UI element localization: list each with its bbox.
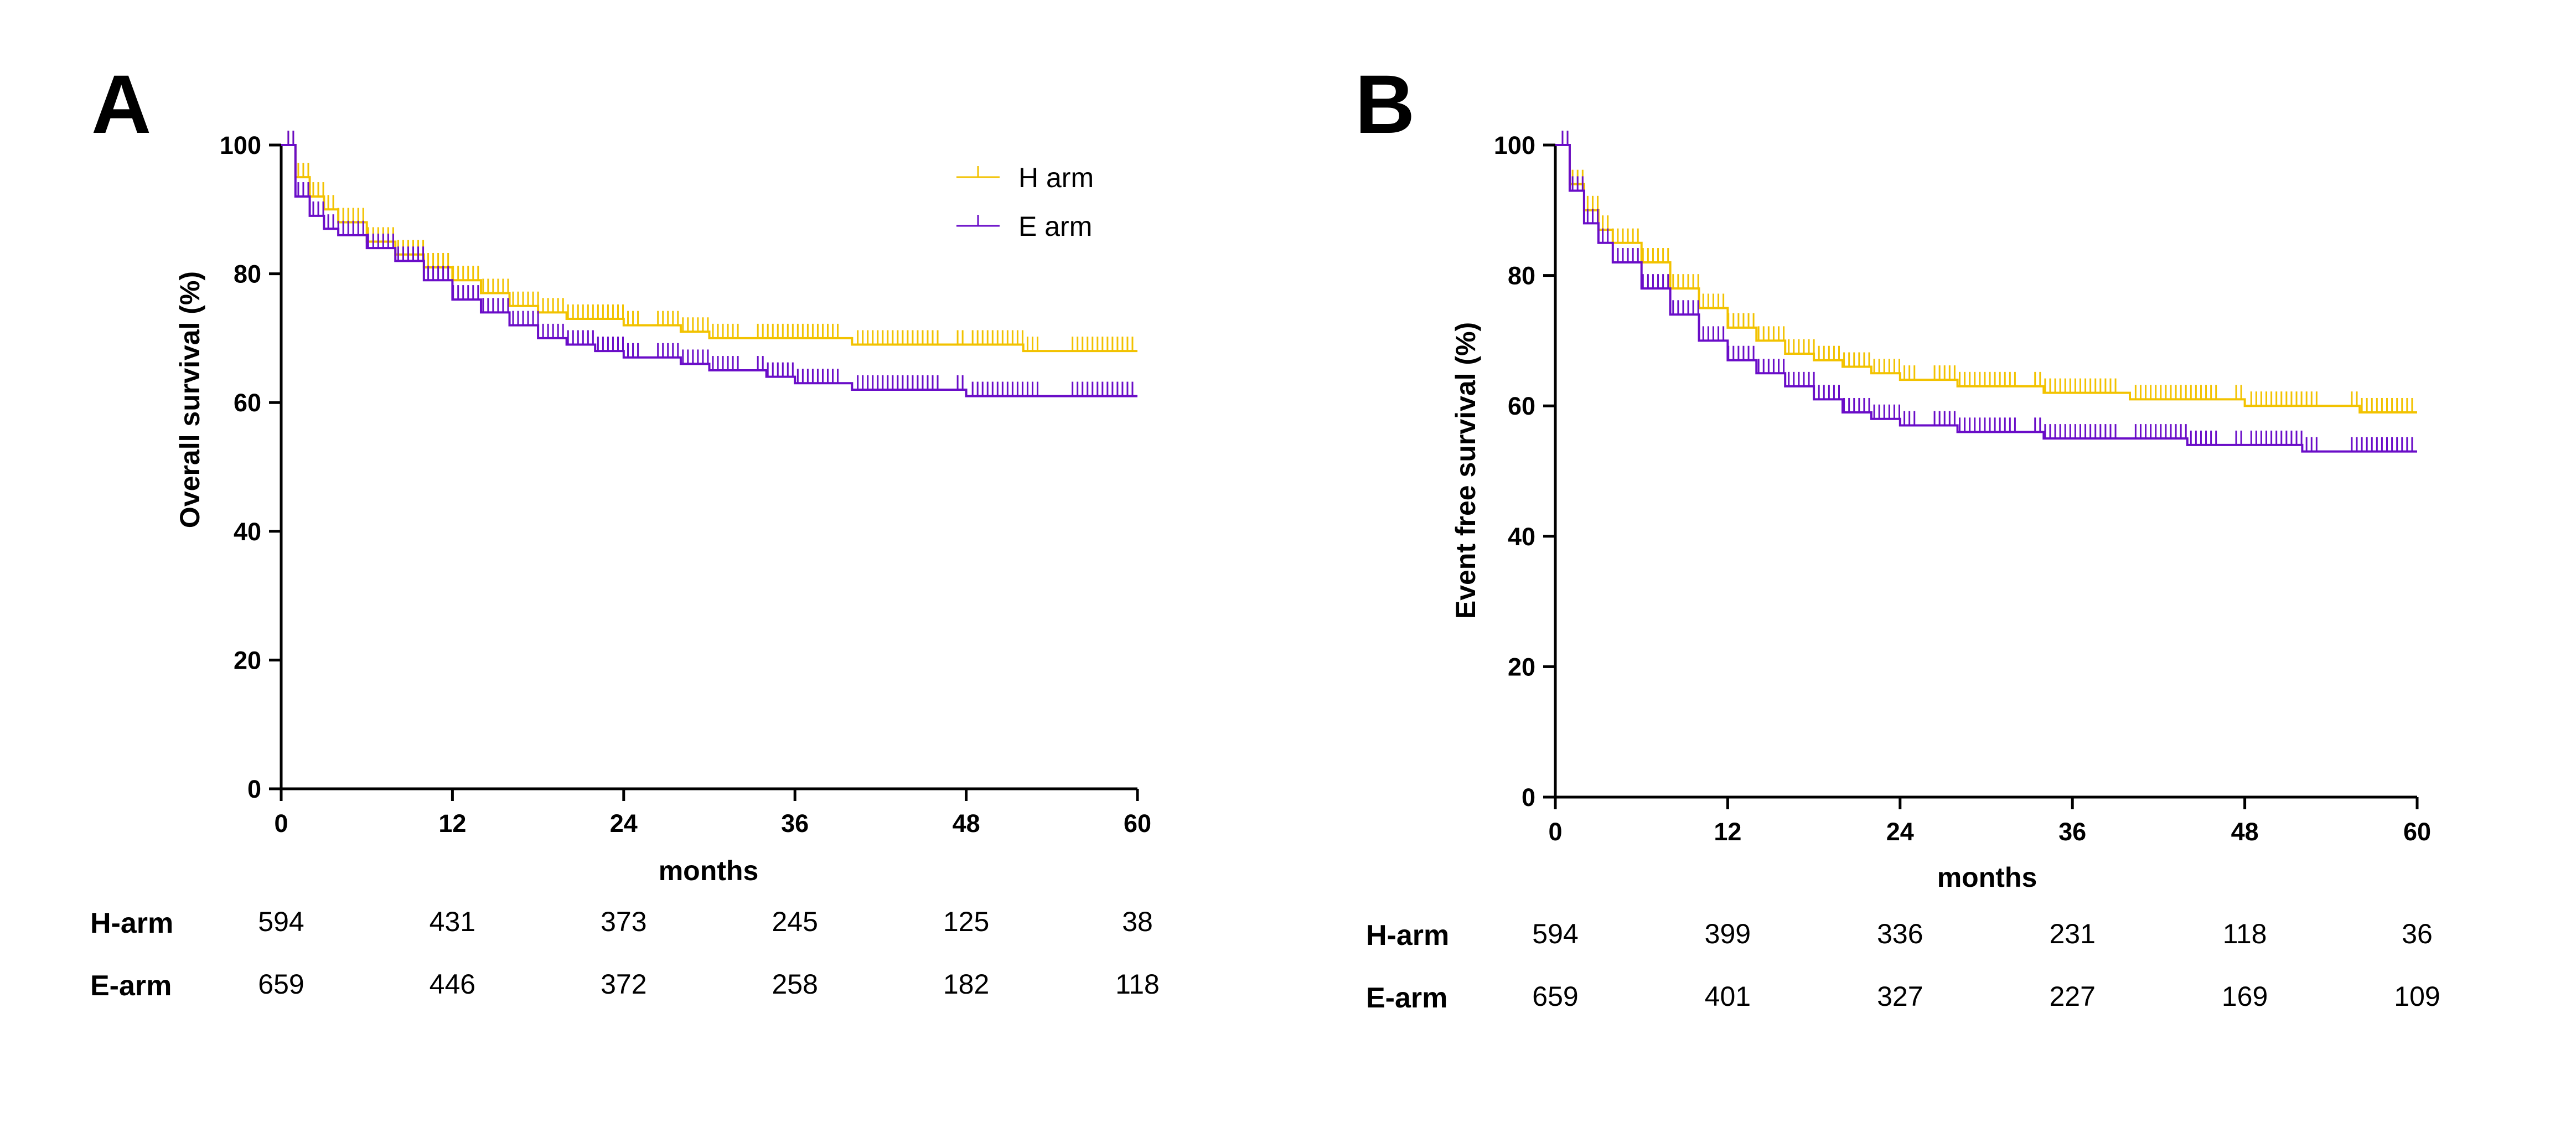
x-tick-label: 48 bbox=[2231, 818, 2259, 846]
y-tick-label: 80 bbox=[1508, 262, 1535, 290]
x-tick-label: 0 bbox=[274, 809, 288, 838]
y-tick-label: 40 bbox=[1508, 523, 1535, 551]
x-tick-label: 24 bbox=[610, 809, 638, 838]
x-tick-label: 0 bbox=[1548, 818, 1562, 846]
x-tick-label: 60 bbox=[2403, 818, 2431, 846]
h-arm-survival-curve bbox=[1555, 144, 2417, 413]
y-tick-label: 0 bbox=[1522, 783, 1535, 811]
x-tick-label: 12 bbox=[1714, 818, 1741, 846]
risk-count: 373 bbox=[601, 906, 646, 937]
legend: H arm E arm bbox=[956, 162, 1094, 242]
e-arm-censor-marks bbox=[287, 131, 1134, 396]
panel-a: A Overall survival (%) months 0 12 24 36 48 6… bbox=[90, 58, 1160, 1002]
x-tick-label: 36 bbox=[781, 809, 809, 838]
y-tick-label: 100 bbox=[1494, 131, 1535, 159]
panel-a-y-axis-title: Overall survival (%) bbox=[174, 271, 205, 528]
risk-count: 327 bbox=[1877, 981, 1923, 1012]
risk-count: 231 bbox=[2049, 918, 2095, 949]
risk-count: 399 bbox=[1705, 918, 1751, 949]
risk-count: 659 bbox=[258, 969, 304, 1000]
risk-count: 594 bbox=[258, 906, 304, 937]
h-arm-censor-marks bbox=[287, 131, 1134, 352]
x-tick-label: 60 bbox=[1124, 809, 1151, 838]
panel-a-risk-table: H-arm E-arm 594 431 373 245 125 38 659 446 372 2… bbox=[90, 906, 1160, 1002]
risk-count: 659 bbox=[1532, 981, 1578, 1012]
panel-b-y-axis-title: Event free survival (%) bbox=[1450, 322, 1481, 619]
y-tick-label: 60 bbox=[234, 389, 261, 417]
y-tick-label: 40 bbox=[234, 518, 261, 546]
h-arm-survival-curve bbox=[281, 144, 1137, 353]
y-tick-label: 0 bbox=[247, 775, 261, 803]
y-tick-label: 60 bbox=[1508, 392, 1535, 420]
y-tick-label: 20 bbox=[234, 646, 261, 674]
risk-count: 431 bbox=[430, 906, 475, 937]
panel-a-letter: A bbox=[91, 58, 151, 151]
panel-b: B Event free survival (%) months 0 12 24 36… bbox=[1355, 58, 2440, 1014]
e-arm-censor-marks bbox=[1561, 131, 2413, 452]
x-tick-label: 36 bbox=[2058, 818, 2086, 846]
panel-b-risk-table: H-arm E-arm 594 399 336 231 118 36 659 401 327 2… bbox=[1366, 918, 2440, 1014]
risk-count: 118 bbox=[2223, 918, 2267, 949]
panel-b-risk-row-e: 659 401 327 227 169 109 bbox=[1532, 981, 2440, 1012]
risk-count: 446 bbox=[430, 969, 475, 1000]
y-tick-label: 20 bbox=[1508, 653, 1535, 681]
y-tick-label: 100 bbox=[220, 131, 261, 159]
panel-a-risk-label-e: E-arm bbox=[90, 970, 172, 1002]
risk-count: 594 bbox=[1532, 918, 1578, 949]
risk-count: 336 bbox=[1877, 918, 1923, 949]
risk-count: 227 bbox=[2049, 981, 2095, 1012]
h-arm-censor-marks bbox=[1561, 131, 2413, 412]
x-tick-label: 24 bbox=[1886, 818, 1914, 846]
e-arm-survival-curve bbox=[281, 144, 1137, 397]
panel-b-x-axis-title: months bbox=[1937, 862, 2037, 893]
risk-count: 372 bbox=[601, 969, 646, 1000]
panel-a-risk-row-h: 594 431 373 245 125 38 bbox=[258, 906, 1153, 937]
panel-a-series bbox=[281, 131, 1137, 397]
risk-count: 169 bbox=[2222, 981, 2268, 1012]
risk-count: 118 bbox=[1115, 969, 1160, 1000]
risk-count: 401 bbox=[1705, 981, 1751, 1012]
risk-count: 258 bbox=[772, 969, 818, 1000]
panel-b-axes: 0 12 24 36 48 60 0 20 40 60 80 100 bbox=[1494, 131, 2431, 846]
x-tick-label: 12 bbox=[438, 809, 466, 838]
risk-count: 182 bbox=[943, 969, 989, 1000]
legend-h-arm-label: H arm bbox=[1018, 162, 1094, 193]
panel-a-x-axis-title: months bbox=[659, 855, 759, 886]
risk-count: 109 bbox=[2394, 981, 2440, 1012]
panel-b-letter: B bbox=[1355, 58, 1415, 151]
panel-b-risk-label-e: E-arm bbox=[1366, 982, 1447, 1014]
x-tick-label: 48 bbox=[953, 809, 980, 838]
risk-count: 125 bbox=[943, 906, 989, 937]
panel-b-risk-row-h: 594 399 336 231 118 36 bbox=[1532, 918, 2433, 949]
risk-count: 36 bbox=[2402, 918, 2433, 949]
panel-a-risk-label-h: H-arm bbox=[90, 907, 173, 939]
panel-b-risk-label-h: H-arm bbox=[1366, 919, 1449, 952]
legend-e-arm-label: E arm bbox=[1018, 211, 1092, 242]
panel-b-series bbox=[1555, 131, 2417, 453]
panel-a-axes: 0 12 24 36 48 60 0 20 40 60 80 100 bbox=[220, 131, 1151, 838]
risk-count: 38 bbox=[1122, 906, 1153, 937]
panel-a-risk-row-e: 659 446 372 258 182 118 bbox=[258, 969, 1160, 1000]
y-tick-label: 80 bbox=[234, 260, 261, 288]
risk-count: 245 bbox=[772, 906, 818, 937]
